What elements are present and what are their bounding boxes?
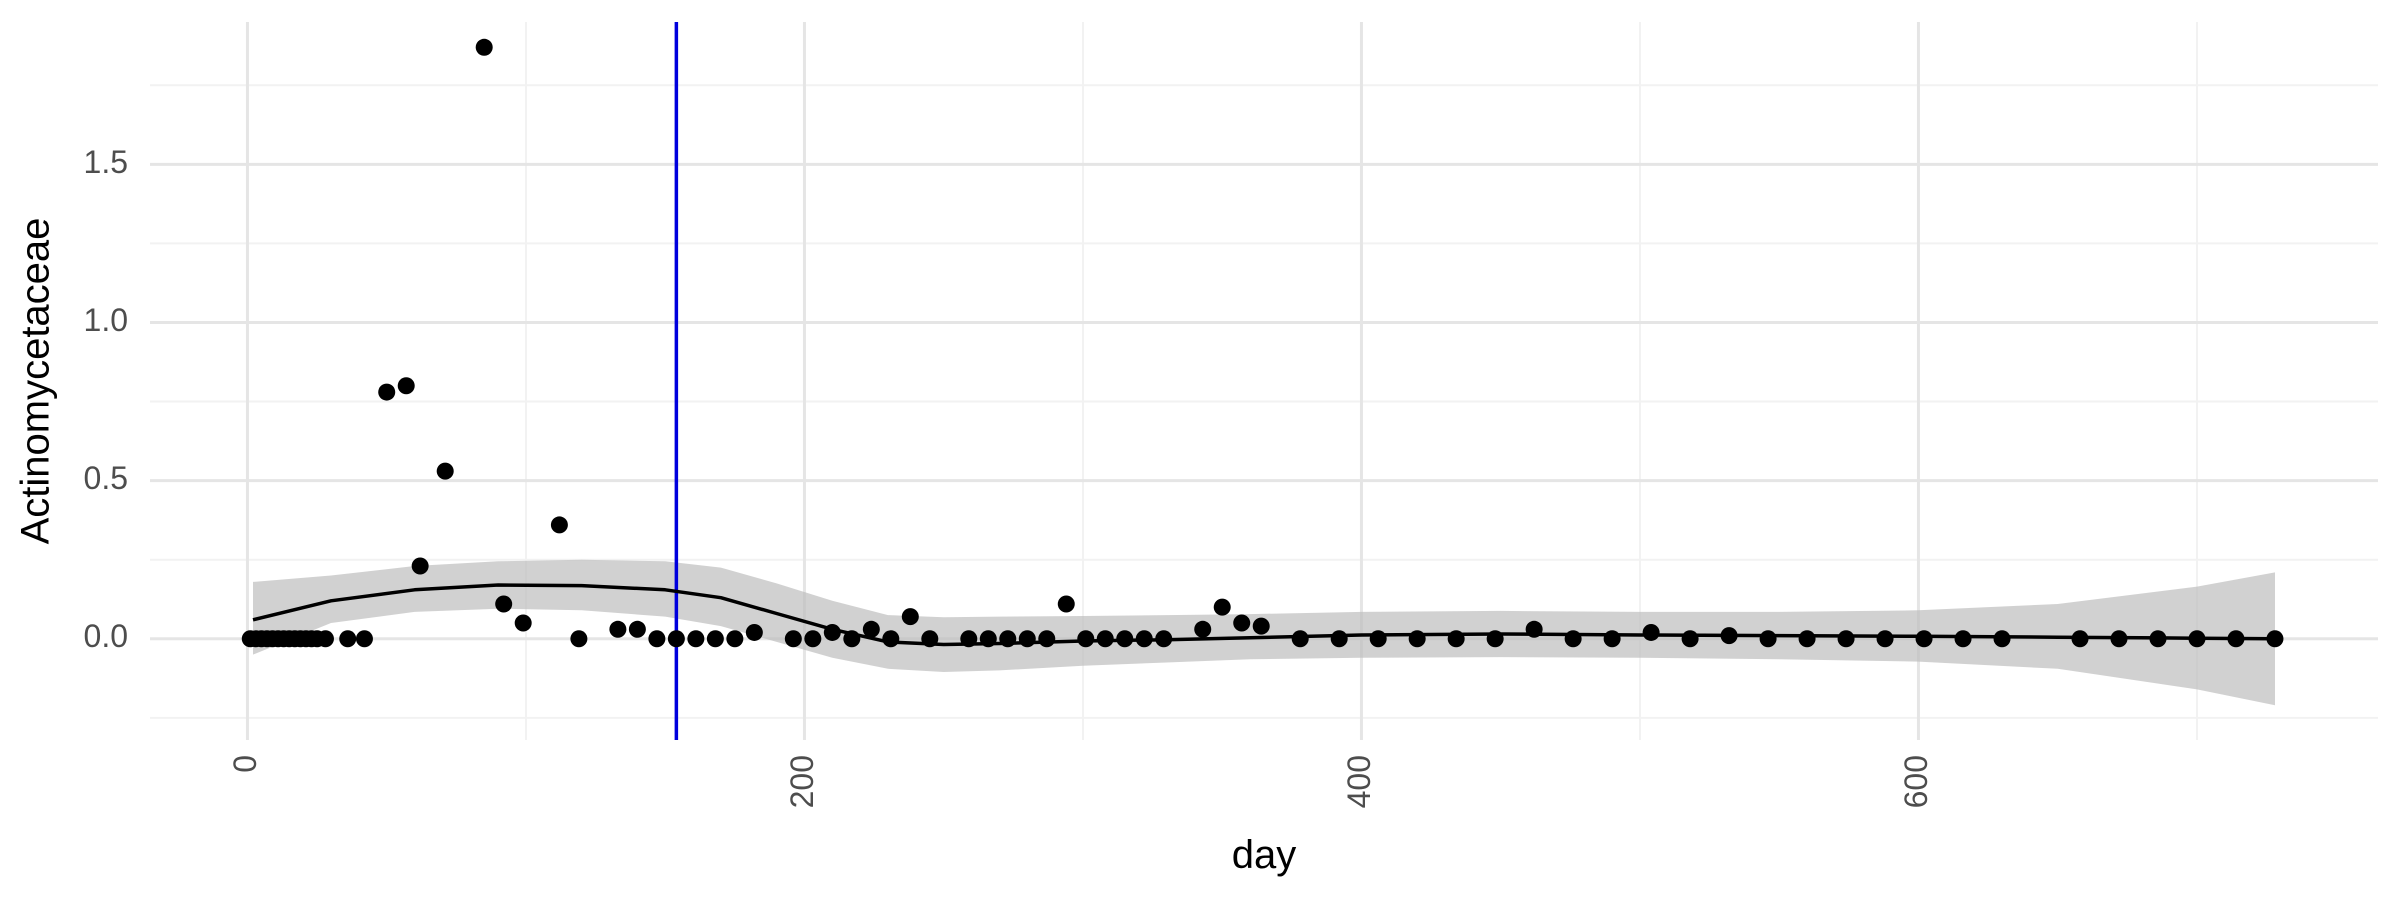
minor-gridlines — [150, 22, 2378, 740]
data-point — [687, 630, 705, 648]
x-tick-labels: 0 200 400 600 — [227, 755, 1934, 808]
data-point — [706, 630, 724, 648]
data-point — [1213, 598, 1231, 616]
data-point — [1837, 630, 1855, 648]
data-point — [1194, 620, 1212, 638]
data-point — [1642, 623, 1660, 641]
data-point — [784, 630, 802, 648]
x-tick-label: 600 — [1898, 755, 1934, 808]
data-point — [475, 38, 493, 56]
data-point — [648, 630, 666, 648]
data-point — [1681, 630, 1699, 648]
x-axis-title: day — [1232, 833, 1297, 877]
data-point — [1096, 630, 1114, 648]
data-point — [495, 595, 513, 613]
data-point — [667, 630, 685, 648]
data-point — [1993, 630, 2011, 648]
y-tick-label: 1.5 — [84, 144, 128, 180]
data-point — [1759, 630, 1777, 648]
data-point — [745, 623, 763, 641]
data-point — [1798, 630, 1816, 648]
data-point — [1018, 630, 1036, 648]
data-point — [378, 383, 396, 401]
x-tick-label: 400 — [1341, 755, 1377, 808]
data-point — [1915, 630, 1933, 648]
smooth-trend-line — [252, 583, 2276, 647]
data-point — [339, 630, 357, 648]
data-point — [804, 630, 822, 648]
data-point — [1330, 630, 1348, 648]
data-point — [355, 630, 373, 648]
data-point — [1077, 630, 1095, 648]
y-tick-label: 0.0 — [84, 618, 128, 654]
data-point — [609, 620, 627, 638]
data-point — [514, 614, 532, 632]
y-tick-labels: 0.0 0.5 1.0 1.5 — [84, 144, 128, 654]
data-point — [882, 630, 900, 648]
data-point — [901, 608, 919, 626]
x-tick-label: 200 — [784, 755, 820, 808]
data-point — [550, 516, 568, 534]
data-point — [1369, 630, 1387, 648]
x-tick-label: 0 — [227, 755, 263, 773]
data-point — [411, 557, 429, 575]
data-point — [1603, 630, 1621, 648]
data-point — [1233, 614, 1251, 632]
data-point — [1876, 630, 1894, 648]
data-point — [316, 630, 334, 648]
data-point — [1252, 617, 1270, 635]
data-point — [862, 620, 880, 638]
y-axis-title: Actinomycetaceae — [14, 218, 58, 545]
data-points — [241, 38, 2284, 648]
data-point — [570, 630, 588, 648]
data-point — [1291, 630, 1309, 648]
data-point — [1038, 630, 1056, 648]
data-point — [1057, 595, 1075, 613]
y-tick-label: 0.5 — [84, 460, 128, 496]
y-tick-label: 1.0 — [84, 302, 128, 338]
data-point — [726, 630, 744, 648]
data-point — [1954, 630, 1972, 648]
data-point — [628, 620, 646, 638]
data-point — [397, 377, 415, 395]
data-point — [436, 462, 454, 480]
